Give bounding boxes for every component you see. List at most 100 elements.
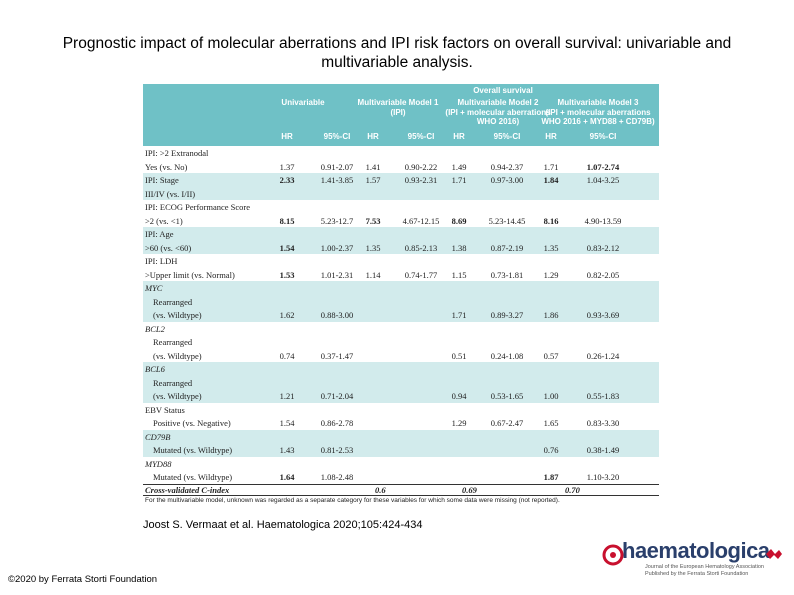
ci-cell: 0.37-1.47: [320, 350, 354, 361]
hr-cell: 2.33: [279, 175, 295, 185]
hr-cell: 1.65: [543, 418, 559, 428]
hr-cell: 1.71: [451, 175, 467, 185]
row-label: MYC: [145, 283, 163, 293]
model-header-model2-sub: (IPI + molecular aberrations: [445, 108, 551, 117]
ci-cell: 0.82-2.05: [586, 269, 620, 280]
ci-cell: 1.10-3.20: [586, 472, 620, 482]
hr-cell: 1.29: [451, 418, 467, 428]
table-row: Rearranged: [143, 294, 659, 308]
ci-cell: 1.07-2.74: [586, 161, 620, 172]
col-header-hr: HR: [545, 132, 557, 141]
row-label: MYD88: [145, 458, 172, 469]
hr-cell: 8.16: [543, 215, 559, 226]
logo-wordmark: haematologica: [622, 538, 770, 563]
model-header-model2: Multivariable Model 2: [457, 98, 539, 107]
hr-cell: 1.84: [543, 175, 559, 185]
ci-cell: 4.67-12.15: [402, 215, 440, 226]
model-header-univariable: Univariable: [281, 98, 325, 107]
row-label: BCL6: [145, 364, 165, 374]
ci-cell: 0.86-2.78: [320, 418, 354, 428]
col-header-ci: 95%-CI: [407, 132, 435, 141]
row-label: III/IV (vs. I/II): [145, 188, 196, 199]
table-row: Yes (vs. No) 1.37 0.91-2.07 1.41 0.90-2.22 1.…: [143, 160, 659, 174]
ci-cell: 1.41-3.85: [320, 175, 354, 185]
table-row: EBV Status: [143, 403, 659, 417]
table-row: Mutated (vs. Wildtype) 1.43 0.81-2.53 0.76 0…: [143, 443, 659, 457]
model-header-model1-sub: (IPI): [390, 108, 406, 117]
ci-cell: 0.55-1.83: [586, 391, 620, 401]
hr-cell: 1.37: [279, 161, 295, 172]
hr-cell: 1.71: [451, 310, 467, 320]
ci-cell: 0.38-1.49: [586, 445, 620, 455]
hr-cell: 0.74: [279, 350, 295, 361]
table-footnote: For the multivariable model, unknown was…: [145, 497, 560, 504]
logo-subline-2: Published by the Ferrata Storti Foundati…: [645, 571, 749, 577]
ci-cell: 0.93-2.31: [404, 175, 438, 185]
ci-cell: 0.88-3.00: [320, 310, 354, 320]
row-label: Rearranged: [153, 377, 193, 388]
ci-cell: 0.67-2.47: [490, 418, 524, 428]
hr-cell: 1.53: [279, 269, 295, 280]
row-label: Rearranged: [153, 337, 193, 347]
row-label: >Upper limit (vs. Normal): [145, 269, 235, 280]
table-row: Mutated (vs. Wildtype) 1.64 1.08-2.48 1.87 1…: [143, 470, 659, 484]
ci-cell: 0.81-2.53: [320, 445, 354, 455]
table-header: Overall survival Univariable Multivariab…: [143, 84, 659, 146]
row-label: Yes (vs. No): [145, 161, 188, 172]
hr-cell: 1.54: [279, 242, 295, 253]
hr-cell: 1.49: [451, 161, 467, 172]
ci-cell: 4.90-13.59: [584, 215, 622, 226]
row-label: EBV Status: [145, 404, 185, 415]
model-header-model3-sub2: WHO 2016 + MYD88 + CD79B): [541, 117, 655, 126]
row-label: CD79B: [145, 431, 171, 442]
ci-cell: 0.89-3.27: [490, 310, 524, 320]
table-row: >60 (vs. <60) 1.54 1.00-2.37 1.35 0.85-2.13 1…: [143, 240, 659, 254]
table-row: MYD88: [143, 457, 659, 471]
table-row: (vs. Wildtype) 1.21 0.71-2.04 0.94 0.53-1.65…: [143, 389, 659, 403]
cv-label: Cross-validated C-index: [145, 485, 230, 495]
ci-cell: 0.97-3.00: [490, 175, 524, 185]
ci-cell: 1.00-2.37: [320, 242, 354, 253]
row-label: (vs. Wildtype): [153, 350, 202, 361]
model-header-model2-sub2: WHO 2016): [476, 117, 520, 126]
ci-cell: 0.53-1.65: [490, 391, 524, 401]
hr-cell: 1.21: [279, 391, 295, 401]
hr-cell: 1.64: [279, 472, 295, 482]
row-label: IPI: ECOG Performance Score: [145, 202, 251, 212]
table-row: Rearranged: [143, 335, 659, 349]
logo-subline-1: Journal of the European Hematology Assoc…: [645, 564, 764, 570]
row-label: IPI: LDH: [145, 256, 178, 266]
table-row: IPI: ECOG Performance Score: [143, 200, 659, 214]
row-label: >2 (vs. <1): [145, 215, 183, 226]
table-row: (vs. Wildtype) 1.62 0.88-3.00 1.71 0.89-3.27…: [143, 308, 659, 322]
table-row: BCL6: [143, 362, 659, 376]
row-label: IPI: >2 Extranodal: [145, 148, 209, 158]
ci-cell: 1.04-3.25: [586, 175, 620, 185]
ci-cell: 0.73-1.81: [490, 269, 524, 280]
hr-cell: 1.41: [365, 161, 381, 172]
col-header-ci: 95%-CI: [323, 132, 351, 141]
cross-validated-row: Cross-validated C-index 0.6 0.69 0.70: [143, 484, 659, 496]
row-label: IPI: Stage: [145, 175, 179, 185]
row-label: BCL2: [145, 323, 165, 334]
row-label: IPI: Age: [145, 229, 174, 239]
hr-cell: 1.38: [451, 242, 467, 253]
hr-cell: 8.69: [451, 215, 467, 226]
logo-ornament-icon: [766, 549, 782, 559]
cv-value-model3: 0.70: [565, 485, 580, 495]
table-row: IPI: >2 Extranodal: [143, 146, 659, 160]
table-row: Rearranged: [143, 375, 659, 389]
row-label: (vs. Wildtype): [153, 391, 202, 401]
cv-value-model2: 0.69: [462, 485, 477, 495]
ci-cell: 0.26-1.24: [586, 350, 620, 361]
hr-cell: 8.15: [279, 215, 295, 226]
hr-cell: 1.14: [365, 269, 381, 280]
table-row: MYC: [143, 281, 659, 295]
cv-value-model1: 0.6: [375, 485, 386, 495]
ci-cell: 0.71-2.04: [320, 391, 354, 401]
table-row: >Upper limit (vs. Normal) 1.53 1.01-2.31 1.…: [143, 268, 659, 282]
ci-cell: 0.85-2.13: [404, 242, 438, 253]
hr-cell: 7.53: [365, 215, 381, 226]
table-row: IPI: Age: [143, 227, 659, 241]
col-header-hr: HR: [281, 132, 293, 141]
